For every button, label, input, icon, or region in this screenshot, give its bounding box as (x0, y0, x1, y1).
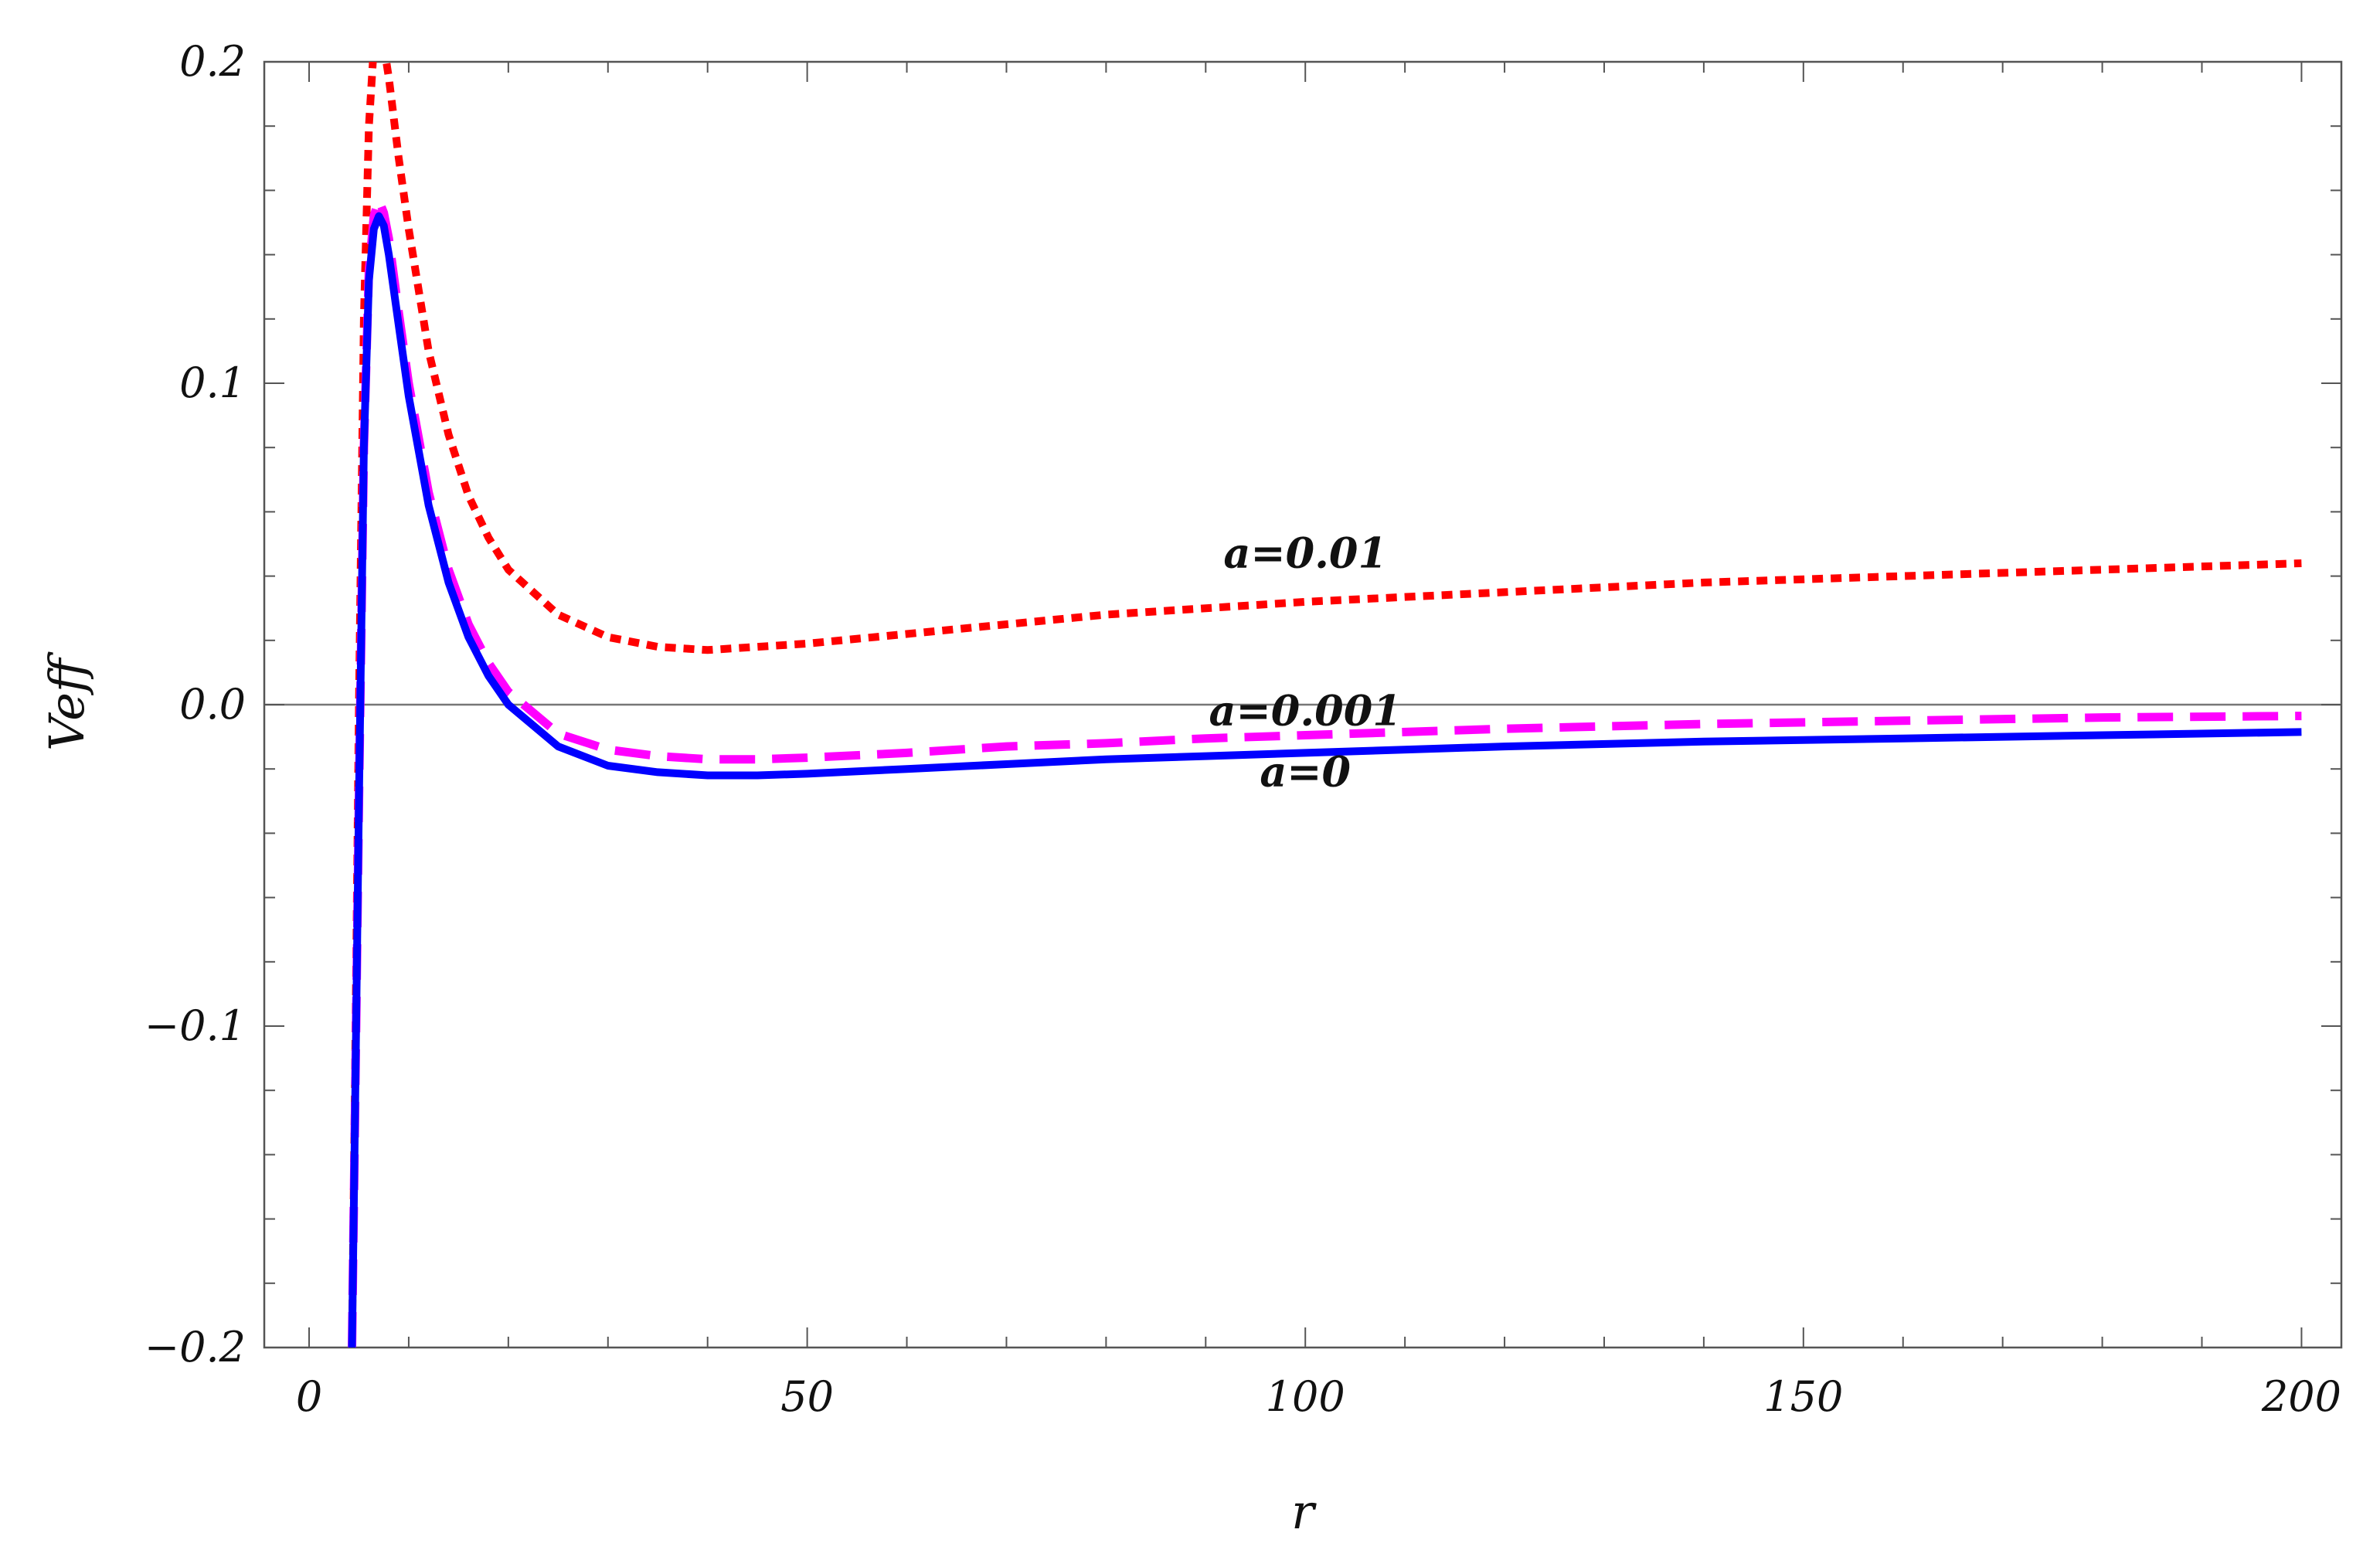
x-axis-label: r (1291, 1484, 1317, 1540)
y-tick-label: 0.2 (179, 37, 246, 86)
series-line-a=0 (348, 212, 2302, 1348)
annotation-label: a=0.01 (1223, 528, 1387, 577)
x-tick-label: 50 (780, 1372, 834, 1421)
y-tick-label: 0.1 (179, 359, 246, 407)
axes-layer (263, 60, 2343, 1349)
y-tick-label: −0.1 (144, 1001, 246, 1050)
x-tick-label: 100 (1266, 1372, 1345, 1421)
series-layer (348, 62, 2302, 1348)
x-tick-label: 150 (1763, 1372, 1843, 1421)
y-axis-label: Veff (39, 651, 95, 751)
label-layer: 0 50 100 150 200 −0.2 −0.1 0.0 0.1 0.2 r Veff (39, 37, 2341, 1540)
x-tick-label: 200 (2261, 1372, 2341, 1421)
annotation-label: a=0.001 (1209, 685, 1402, 735)
y-tick-label: 0.0 (179, 680, 246, 729)
series-line-a=0.01 (348, 62, 2302, 1348)
annotation-label: a=0 (1260, 746, 1351, 796)
series-line-a=0.001 (348, 195, 2302, 1348)
x-tick-label: 0 (296, 1372, 322, 1421)
y-tick-label: −0.2 (144, 1323, 246, 1371)
annotation-layer: a=0.01 a=0.001 a=0 (1209, 528, 1402, 796)
